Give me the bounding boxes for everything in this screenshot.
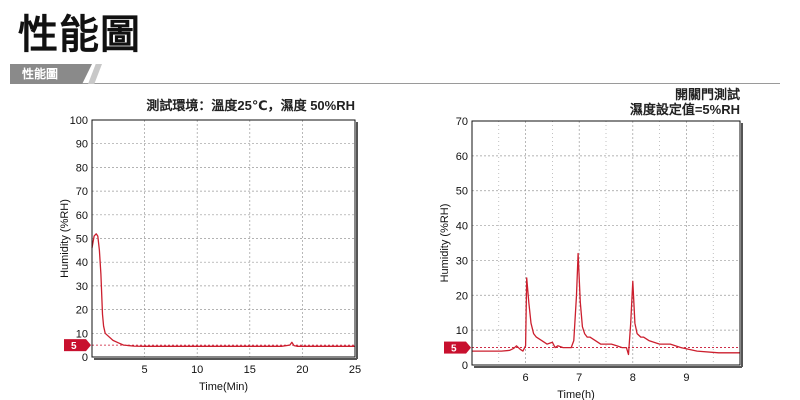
x-tick-label: 6 [523,372,529,384]
y-tick-label: 80 [76,162,88,174]
section-divider [10,83,780,84]
y-tick-label: 0 [462,360,468,372]
y-tick-label: 90 [76,139,88,151]
y-tick-label: 10 [76,328,88,340]
y-axis-title: Humidity (%RH) [59,199,71,278]
y-tick-label: 30 [456,255,468,267]
y-tick-label: 20 [456,290,468,302]
y-tick-label: 50 [456,186,468,198]
x-tick-label: 20 [296,364,308,376]
y-tick-label: 0 [82,352,88,364]
plot-frame [471,120,741,366]
y-tick-label: 70 [456,116,468,128]
y-tick-label: 60 [456,151,468,163]
y-tick-label: 60 [76,210,88,222]
x-axis-title: Time(h) [557,389,594,400]
reference-marker-arrow [466,341,471,354]
y-tick-label: 100 [70,115,88,127]
chart-title-line: 開關門測試 [675,87,740,102]
x-axis-title: Time(Min) [199,381,248,393]
page-title: 性能圖 [18,12,141,58]
x-tick-label: 25 [349,364,361,376]
y-tick-label: 20 [76,305,88,317]
y-axis-title: Humidity (%RH) [439,204,451,283]
y-tick-label: 70 [76,186,88,198]
chart-title-line: 濕度設定值=5%RH [630,102,740,117]
x-tick-label: 15 [244,364,256,376]
y-tick-label: 30 [76,281,88,293]
section-header-bar: 性能圖 [10,64,780,84]
chart-title: 測試環境：溫度25℃，濕度 50%RH [146,98,355,113]
y-tick-label: 50 [76,234,88,246]
reference-marker-label: 5 [451,344,457,355]
plot-frame [91,119,356,358]
reference-marker [444,341,466,354]
y-tick-label: 40 [76,257,88,269]
reference-marker-label: 5 [71,341,77,352]
reference-marker [64,339,86,352]
reference-marker-arrow [86,339,91,352]
x-tick-label: 8 [630,372,636,384]
x-tick-label: 7 [576,372,582,384]
y-tick-label: 40 [456,221,468,233]
y-tick-label: 10 [456,325,468,337]
series-line [91,233,355,347]
series-line [472,252,740,356]
x-tick-label: 5 [142,364,148,376]
x-tick-label: 10 [191,364,203,376]
section-tab: 性能圖 [10,64,92,84]
x-tick-label: 9 [683,372,689,384]
